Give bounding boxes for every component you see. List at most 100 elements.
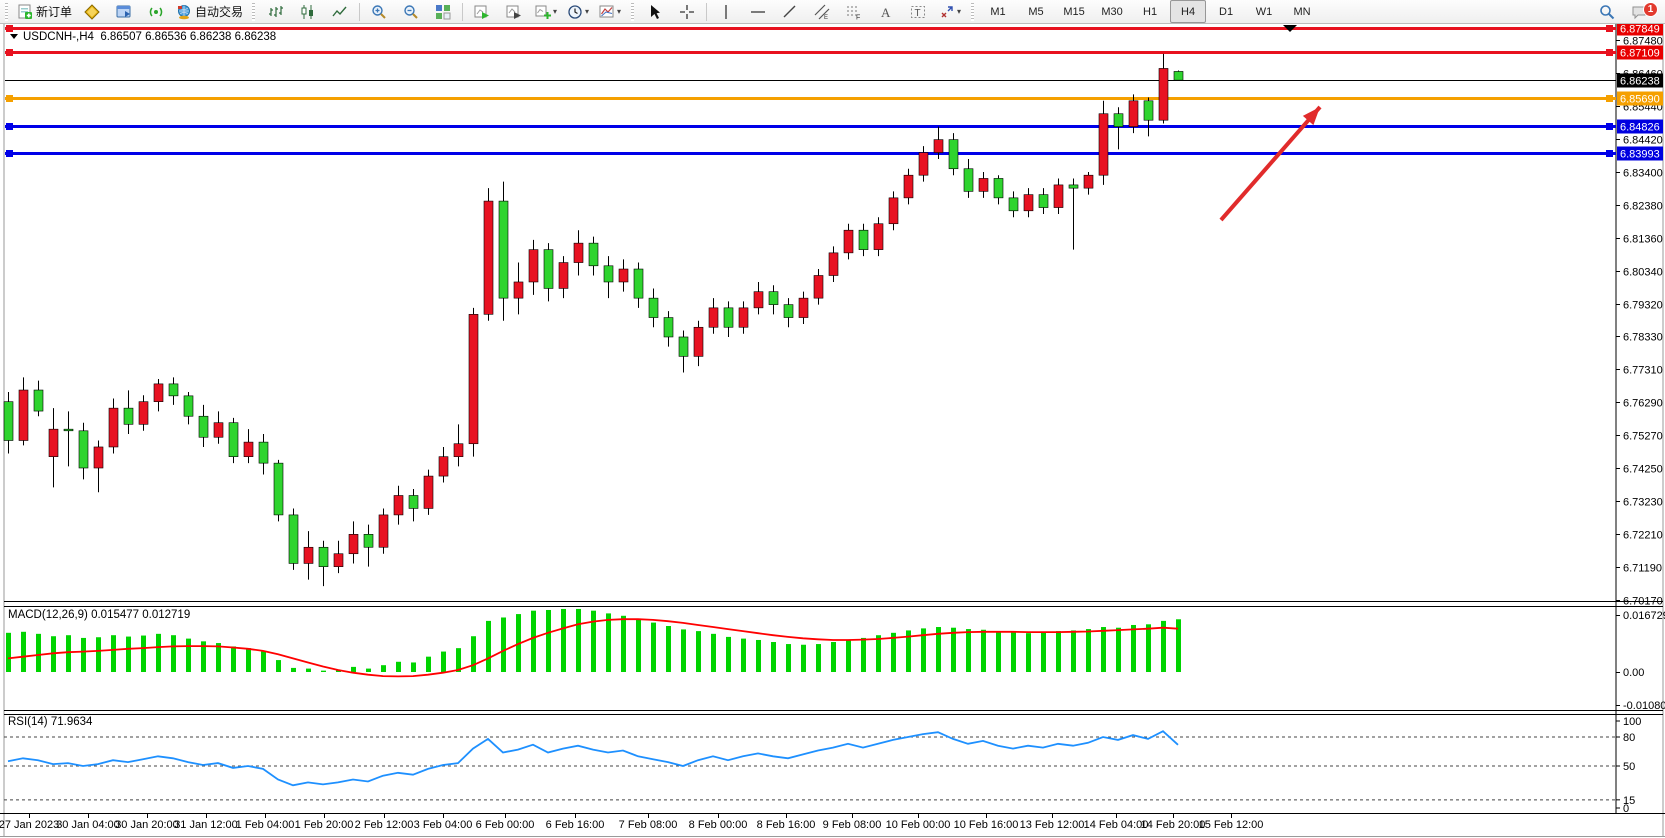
signals-button[interactable] bbox=[141, 0, 171, 23]
timeframe-m1-button[interactable]: M1 bbox=[990, 5, 1006, 18]
candle bbox=[213, 422, 224, 438]
toolbar-grip[interactable] bbox=[250, 2, 258, 21]
metaeditor-button[interactable] bbox=[77, 0, 107, 23]
chart-candles-button[interactable] bbox=[293, 0, 323, 23]
new-order-button[interactable]: 新订单 bbox=[14, 0, 75, 23]
channel-button[interactable]: E bbox=[807, 0, 837, 23]
vertical-line-button[interactable] bbox=[711, 0, 741, 23]
candle bbox=[483, 200, 494, 315]
chart-profiles-button[interactable] bbox=[499, 0, 529, 23]
chart-shift-marker-icon[interactable] bbox=[1283, 25, 1297, 32]
level-line-handle[interactable] bbox=[1606, 95, 1613, 102]
chart-bars-button[interactable] bbox=[261, 0, 291, 23]
macd-histogram-bar bbox=[936, 627, 941, 672]
chart-line-button[interactable] bbox=[325, 0, 355, 23]
macd-histogram-bar bbox=[801, 644, 806, 672]
trendline-button[interactable] bbox=[775, 0, 805, 23]
zoom-out-button[interactable] bbox=[396, 0, 426, 23]
macd-histogram-bar bbox=[576, 608, 581, 672]
text-button[interactable]: A bbox=[871, 0, 901, 23]
time-tick-label: 30 Jan 20:00 bbox=[115, 819, 179, 831]
candle bbox=[873, 223, 884, 250]
level-line-handle[interactable] bbox=[1606, 49, 1613, 56]
toolbar-grip[interactable] bbox=[969, 2, 977, 21]
macd-axis-label: 0.016729 bbox=[1623, 610, 1665, 622]
timeframe-mn-button[interactable]: MN bbox=[1293, 5, 1311, 18]
timeframe-m5-button[interactable]: M5 bbox=[1028, 5, 1044, 18]
macd-histogram-bar bbox=[1146, 624, 1151, 672]
candle bbox=[348, 534, 359, 555]
tile-windows-button[interactable] bbox=[428, 0, 458, 23]
search-button[interactable] bbox=[1592, 0, 1622, 23]
chart-play-icon bbox=[474, 5, 490, 19]
macd-histogram-bar bbox=[126, 636, 131, 672]
timeframe-d1-button[interactable]: D1 bbox=[1219, 5, 1234, 18]
level-line-handle[interactable] bbox=[1606, 123, 1613, 130]
macd-histogram-bar bbox=[711, 633, 716, 672]
fibonacci-button[interactable]: F bbox=[839, 0, 869, 23]
templates-button[interactable]: ▾ bbox=[595, 0, 625, 23]
timeframe-h4-button[interactable]: H4 bbox=[1170, 0, 1207, 23]
timeframe-m15-button[interactable]: M15 bbox=[1063, 5, 1085, 18]
candle bbox=[228, 422, 239, 457]
candle bbox=[933, 139, 944, 153]
bar-chart-icon bbox=[269, 5, 284, 17]
candle bbox=[48, 428, 59, 457]
candle bbox=[108, 407, 119, 448]
candle bbox=[393, 495, 404, 516]
crosshair-button[interactable] bbox=[672, 0, 702, 23]
level-line-handle[interactable] bbox=[6, 95, 13, 102]
macd-histogram-bar bbox=[426, 656, 431, 672]
macd-histogram-bar bbox=[546, 609, 551, 672]
level-line-handle[interactable] bbox=[1606, 25, 1613, 32]
gold-diamond-icon bbox=[84, 3, 100, 20]
terminal-button[interactable] bbox=[109, 0, 139, 23]
new-chart-button[interactable] bbox=[467, 0, 497, 23]
text-label-button[interactable]: T bbox=[903, 0, 933, 23]
macd-histogram-bar bbox=[816, 644, 821, 672]
candle bbox=[498, 200, 509, 299]
level-line-handle[interactable] bbox=[6, 123, 13, 130]
macd-histogram-bar bbox=[351, 666, 356, 672]
add-indicator-button[interactable]: ▾ bbox=[531, 0, 561, 23]
macd-histogram-bar bbox=[1131, 624, 1136, 672]
candle bbox=[528, 249, 539, 283]
timeframe-w1-button[interactable]: W1 bbox=[1255, 5, 1273, 18]
cursor-button[interactable] bbox=[640, 0, 670, 23]
candle bbox=[18, 389, 29, 441]
time-tick-label: 7 Feb 08:00 bbox=[619, 819, 678, 831]
candle bbox=[693, 326, 704, 357]
chart-menu-icon[interactable] bbox=[10, 34, 18, 40]
rsi-line bbox=[7, 730, 1179, 787]
candle bbox=[138, 401, 149, 425]
periods-button[interactable]: ▾ bbox=[563, 0, 593, 23]
chevron-down-icon[interactable]: ▾ bbox=[585, 7, 590, 16]
macd-histogram-bar bbox=[1086, 629, 1091, 672]
toolbar-grip[interactable] bbox=[3, 2, 10, 21]
time-tick-label: 30 Jan 04:00 bbox=[56, 819, 120, 831]
toolbar-grip[interactable] bbox=[629, 2, 637, 21]
zoom-in-button[interactable] bbox=[364, 0, 394, 23]
macd-histogram-bar bbox=[21, 631, 26, 672]
candle bbox=[198, 415, 209, 438]
trend-arrow[interactable] bbox=[1219, 105, 1322, 222]
chevron-down-icon[interactable]: ▾ bbox=[553, 7, 558, 16]
level-line-handle[interactable] bbox=[6, 25, 13, 32]
timeframe-h1-button[interactable]: H1 bbox=[1143, 5, 1158, 18]
chevron-down-icon[interactable]: ▾ bbox=[957, 7, 962, 16]
arrows-button[interactable]: ▾ bbox=[935, 0, 965, 23]
macd-histogram-bar bbox=[141, 635, 146, 672]
horizontal-line-button[interactable] bbox=[743, 0, 773, 23]
level-line-handle[interactable] bbox=[6, 49, 13, 56]
autotrading-button[interactable]: 自动交易 bbox=[173, 0, 246, 23]
macd-histogram-bar bbox=[726, 636, 731, 672]
time-tick-label: 14 Feb 04:00 bbox=[1084, 819, 1149, 831]
candle bbox=[783, 304, 794, 318]
chevron-down-icon[interactable]: ▾ bbox=[617, 7, 622, 16]
level-line-handle[interactable] bbox=[6, 150, 13, 157]
chat-button[interactable]: 1 bbox=[1624, 0, 1658, 23]
candle bbox=[678, 336, 689, 357]
level-line-handle[interactable] bbox=[1606, 150, 1613, 157]
timeframe-m30-button[interactable]: M30 bbox=[1101, 5, 1123, 18]
